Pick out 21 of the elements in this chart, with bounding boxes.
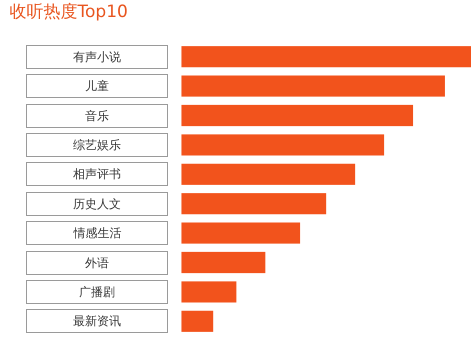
bar [181, 252, 266, 274]
y-tick-label: 综艺娱乐 [73, 138, 121, 152]
bar [181, 222, 300, 244]
bar [181, 281, 236, 302]
chart-title: 收听热度Top10 [10, 2, 128, 22]
y-tick-label: 历史人文 [73, 197, 121, 211]
bar [181, 104, 414, 126]
y-tick-label: 最新资讯 [73, 314, 121, 328]
bar [181, 46, 471, 68]
y-tick-label: 儿童 [85, 79, 109, 93]
y-tick-label: 有声小说 [73, 50, 121, 64]
bar [181, 310, 214, 332]
y-tick-label: 广播剧 [79, 285, 115, 299]
y-tick-label: 音乐 [85, 109, 109, 123]
y-tick-label: 情感生活 [72, 226, 122, 240]
bar [181, 134, 384, 156]
y-tick-label: 相声评书 [73, 167, 121, 181]
bar [181, 76, 445, 97]
bar [181, 193, 326, 214]
y-tick-label: 外语 [85, 256, 109, 270]
bar [181, 164, 356, 185]
